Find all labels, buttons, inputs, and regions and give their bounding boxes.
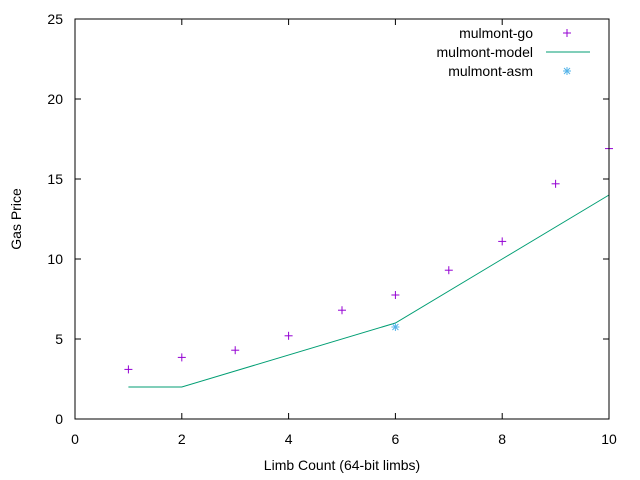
x-axis-label: Limb Count (64-bit limbs) xyxy=(264,457,420,473)
data-point-mulmont-go xyxy=(498,237,507,246)
data-point-mulmont-go xyxy=(177,353,186,362)
data-point-mulmont-go xyxy=(551,179,560,188)
marker-stroke xyxy=(392,323,399,331)
data-point-mulmont-go xyxy=(124,365,133,374)
data-point-mulmont-go xyxy=(338,306,346,315)
legend-label-mulmont-asm: mulmont-asm xyxy=(448,63,533,79)
chart-marks xyxy=(124,144,613,388)
legend: mulmont-go mulmont-model mulmont-asm xyxy=(437,25,590,79)
axis-ticks: 0 2 4 6 8 10 0 5 10 15 20 25 xyxy=(47,11,617,447)
x-tick-label: 8 xyxy=(498,431,506,447)
y-axis-label: Gas Price xyxy=(8,188,24,250)
data-point-mulmont-go xyxy=(391,291,400,299)
data-point-mulmont-asm xyxy=(391,323,400,331)
x-tick-label: 6 xyxy=(392,431,400,447)
series-line-mulmont-model xyxy=(128,194,610,388)
y-tick-label: 25 xyxy=(47,11,63,27)
y-tick-label: 20 xyxy=(47,91,63,107)
legend-swatch-mulmont-go xyxy=(563,29,571,37)
y-tick-label: 15 xyxy=(47,171,63,187)
data-point-mulmont-go xyxy=(444,266,453,275)
x-tick-label: 10 xyxy=(601,431,617,447)
marker-stroke xyxy=(563,67,571,75)
legend-swatch-mulmont-asm xyxy=(563,67,571,75)
legend-label-mulmont-model: mulmont-model xyxy=(437,44,533,60)
plot-frame xyxy=(74,18,610,420)
x-tick-label: 4 xyxy=(285,431,293,447)
y-tick-label: 10 xyxy=(47,251,63,267)
y-tick-label: 0 xyxy=(55,411,63,427)
x-tick-label: 0 xyxy=(71,431,79,447)
x-tick-label: 2 xyxy=(178,431,186,447)
data-point-mulmont-go xyxy=(231,346,240,355)
y-tick-label: 5 xyxy=(55,331,63,347)
data-point-mulmont-go xyxy=(284,331,293,340)
legend-label-mulmont-go: mulmont-go xyxy=(459,25,533,41)
